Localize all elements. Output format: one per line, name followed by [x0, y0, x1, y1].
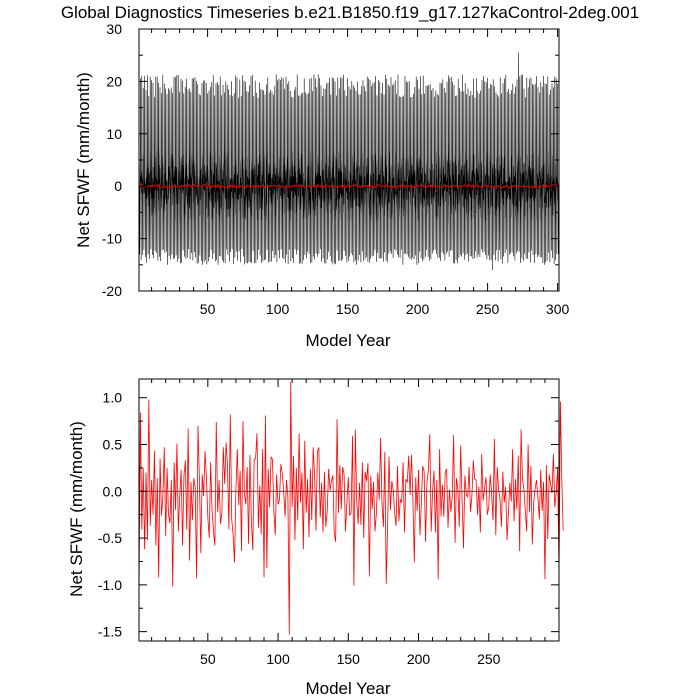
bottom-panel: 50 100 150 200 250 -1.5 -1.0 -0.5 0.0 0.5 1.0 Mode…: [67, 378, 564, 698]
top-y-tick-label: 30: [106, 21, 122, 37]
top-x-tick-label: 200: [406, 301, 430, 317]
bottom-annual-line: [138, 381, 564, 635]
bottom-y-tick-label: 0.5: [103, 437, 123, 453]
bottom-x-tick-label: 200: [407, 651, 431, 667]
bottom-axes: 50 100 150 200 250 -1.5 -1.0 -0.5 0.0 0.5 1.0: [98, 378, 560, 667]
bottom-y-tick-label: -1.0: [98, 577, 122, 593]
bottom-x-tick-label: 250: [477, 651, 501, 667]
bottom-y-tick-label: -0.5: [98, 530, 122, 546]
top-x-axis-title: Model Year: [305, 331, 390, 350]
top-monthly-line: [138, 52, 560, 271]
bottom-x-tick-label: 50: [200, 651, 216, 667]
bottom-annual-series: [138, 381, 564, 635]
top-y-tick-label: 10: [106, 126, 122, 142]
top-y-tick-label: -10: [102, 231, 122, 247]
top-annual-series: [139, 183, 559, 190]
bottom-x-tick-label: 150: [337, 651, 361, 667]
bottom-y-tick-label: 0.0: [103, 483, 123, 499]
bottom-plot-frame: [138, 378, 560, 642]
top-x-tick-label: 250: [476, 301, 500, 317]
figure-title: Global Diagnostics Timeseries b.e21.B185…: [61, 3, 639, 22]
top-axes: 50 100 150 200 250 300 -20 -10 0 10 20 30: [102, 21, 570, 317]
top-y-tick-label: 0: [114, 178, 122, 194]
top-x-tick-label: 50: [200, 301, 216, 317]
top-x-tick-label: 300: [546, 301, 570, 317]
bottom-y-tick-label: -1.5: [98, 624, 122, 640]
bottom-x-axis-title: Model Year: [305, 679, 390, 698]
top-x-tick-label: 100: [266, 301, 290, 317]
top-x-tick-label: 150: [336, 301, 360, 317]
top-y-axis-title: Net SFWF (mm/month): [74, 72, 93, 248]
bottom-y-axis-title: Net SFWF (mm/month): [67, 421, 86, 597]
bottom-y-tick-label: 1.0: [103, 390, 123, 406]
top-y-tick-label: -20: [102, 283, 122, 299]
top-monthly-series: [138, 52, 560, 271]
bottom-x-tick-label: 100: [266, 651, 290, 667]
top-annual-line: [139, 183, 559, 190]
top-panel: 50 100 150 200 250 300 -20 -10 0 10 20 30 Model Yea…: [74, 21, 569, 350]
top-y-tick-label: 20: [106, 73, 122, 89]
